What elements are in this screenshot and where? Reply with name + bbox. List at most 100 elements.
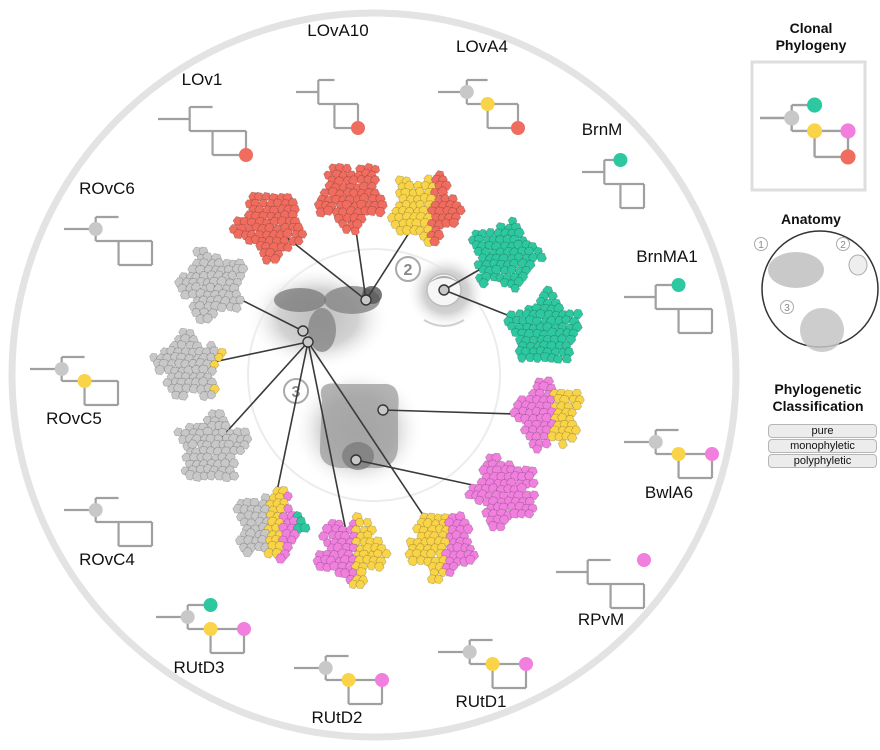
classification-pure-button[interactable]: pure <box>768 424 877 438</box>
clone-node-gray[interactable] <box>88 503 103 517</box>
clone-node-red[interactable] <box>351 121 365 135</box>
clone-node-yellow[interactable] <box>341 673 356 687</box>
blob-rovc5[interactable] <box>149 327 227 402</box>
blob-cell-gray <box>220 421 231 431</box>
clone-node-yellow[interactable] <box>807 123 823 139</box>
anatomy-anchor-point[interactable] <box>297 325 309 337</box>
blob-brnm[interactable] <box>467 216 547 293</box>
tree-rpvm[interactable] <box>556 553 651 610</box>
clone-node-yellow[interactable] <box>671 447 686 461</box>
sample-label-rovc6[interactable]: ROvC6 <box>79 179 135 198</box>
blob-rpvm[interactable] <box>464 452 540 532</box>
classification-polyphyletic-button[interactable]: polyphyletic <box>768 454 877 468</box>
blob-cell-gray <box>235 295 245 305</box>
tree-lov1[interactable] <box>158 105 253 162</box>
blob-lova10[interactable] <box>313 162 388 236</box>
blob-rutd1[interactable] <box>404 511 480 585</box>
blob-cell-gray <box>179 290 191 300</box>
anatomy-anchor-point[interactable] <box>360 294 372 306</box>
blob-rutd3[interactable] <box>232 486 311 564</box>
tree-lova4[interactable] <box>438 78 525 135</box>
tree-lova10[interactable] <box>296 78 365 135</box>
clone-node-gray[interactable] <box>462 645 477 659</box>
blob-cell-yellow <box>354 518 365 528</box>
blob-cell-teal <box>510 327 521 338</box>
clone-node-pink[interactable] <box>637 553 651 567</box>
blob-cell-yellow <box>214 352 224 363</box>
tree-bwla6[interactable] <box>624 428 719 480</box>
clone-node-pink[interactable] <box>519 657 533 671</box>
sample-label-lova4[interactable]: LOvA4 <box>456 37 508 56</box>
anatomy-marker-3-label: 3 <box>292 384 301 401</box>
sample-label-lov1[interactable]: LOv1 <box>182 70 223 89</box>
clone-node-pink[interactable] <box>840 123 856 139</box>
tree-rutd2[interactable] <box>294 654 389 706</box>
clone-node-pink[interactable] <box>375 673 389 687</box>
legend-tree[interactable] <box>760 97 856 165</box>
clone-node-yellow[interactable] <box>485 657 500 671</box>
sample-label-lova10[interactable]: LOvA10 <box>307 21 368 40</box>
tree-rovc5[interactable] <box>30 355 120 407</box>
sample-label-brnm[interactable]: BrnM <box>582 120 623 139</box>
clone-node-red[interactable] <box>239 148 253 162</box>
clone-node-pink[interactable] <box>237 622 251 636</box>
shoulder-shape <box>423 319 465 327</box>
clone-node-gray[interactable] <box>180 610 195 624</box>
clone-node-gray[interactable] <box>318 661 333 675</box>
sample-label-rovc5[interactable]: ROvC5 <box>46 409 102 428</box>
anatomy-anchor-point[interactable] <box>438 284 450 296</box>
blob-rutd2[interactable] <box>312 512 392 590</box>
blob-cell-yellow <box>348 579 359 590</box>
clone-node-red[interactable] <box>840 149 856 165</box>
blob-cell-gray <box>154 364 166 376</box>
anatomy-anchor-point[interactable] <box>377 404 389 416</box>
sample-label-rpvm[interactable]: RPvM <box>578 610 624 629</box>
clone-node-gray[interactable] <box>648 435 663 449</box>
sample-label-rutd1[interactable]: RUtD1 <box>455 692 506 711</box>
classification-monophyletic-button[interactable]: monophyletic <box>768 439 877 453</box>
blob-cell-pink <box>524 509 535 519</box>
sample-label-bwla6[interactable]: BwlA6 <box>645 483 693 502</box>
blob-cell-yellow <box>362 517 373 528</box>
sample-label-brnma1[interactable]: BrnMA1 <box>636 247 697 266</box>
tree-rutd3[interactable] <box>156 598 251 655</box>
blob-lova4[interactable] <box>386 170 466 247</box>
clone-node-gray[interactable] <box>54 362 69 376</box>
tree-rovc6[interactable] <box>64 215 154 267</box>
tree-rutd1[interactable] <box>438 638 533 690</box>
blob-rovc4[interactable] <box>173 409 253 483</box>
blob-brnma1[interactable] <box>503 285 584 364</box>
blob-cell-teal <box>572 308 584 320</box>
clone-node-teal[interactable] <box>807 97 823 113</box>
blob-bwla6[interactable] <box>508 376 585 454</box>
clone-node-pink[interactable] <box>705 447 719 461</box>
blob-cell-gray <box>216 275 228 287</box>
blob-cell-gray <box>205 282 216 293</box>
clone-node-yellow[interactable] <box>480 97 495 111</box>
clone-node-teal[interactable] <box>203 598 218 612</box>
anatomy-anchor-point[interactable] <box>350 454 362 466</box>
clone-node-teal[interactable] <box>613 153 628 167</box>
clone-node-teal[interactable] <box>671 278 686 292</box>
clone-node-yellow[interactable] <box>77 374 92 388</box>
tree-brnma1[interactable] <box>624 278 714 335</box>
anatomy-anchor-point[interactable] <box>302 336 314 348</box>
clone-node-yellow[interactable] <box>203 622 218 636</box>
blob-lov1[interactable] <box>228 191 308 265</box>
clone-node-gray[interactable] <box>88 222 103 236</box>
blob-cell-teal <box>536 252 547 263</box>
blob-rovc6[interactable] <box>173 246 249 325</box>
anatomy-illustration: 2 3 <box>246 254 486 492</box>
clone-node-red[interactable] <box>511 121 525 135</box>
blob-cell-yellow <box>401 225 413 236</box>
blob-cell-teal <box>516 353 528 363</box>
legend-classification-title: Phylogenetic Classification <box>772 381 864 414</box>
clone-node-gray[interactable] <box>459 85 474 99</box>
tree-brnm[interactable] <box>582 153 646 210</box>
blob-cell-pink <box>498 514 510 526</box>
clone-node-gray[interactable] <box>784 110 800 126</box>
sample-label-rutd2[interactable]: RUtD2 <box>311 708 362 727</box>
tree-rovc4[interactable] <box>64 496 154 548</box>
sample-label-rutd3[interactable]: RUtD3 <box>173 658 224 677</box>
sample-label-rovc4[interactable]: ROvC4 <box>79 550 135 569</box>
